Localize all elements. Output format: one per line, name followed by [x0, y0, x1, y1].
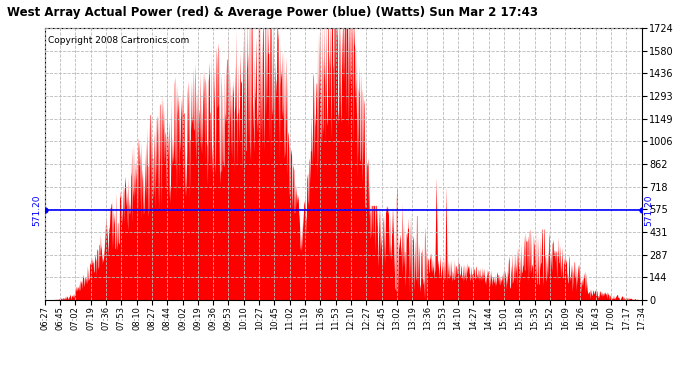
Text: West Array Actual Power (red) & Average Power (blue) (Watts) Sun Mar 2 17:43: West Array Actual Power (red) & Average … — [7, 6, 538, 19]
Text: 571.20: 571.20 — [644, 194, 653, 226]
Text: 571.20: 571.20 — [32, 194, 41, 226]
Text: Copyright 2008 Cartronics.com: Copyright 2008 Cartronics.com — [48, 36, 189, 45]
